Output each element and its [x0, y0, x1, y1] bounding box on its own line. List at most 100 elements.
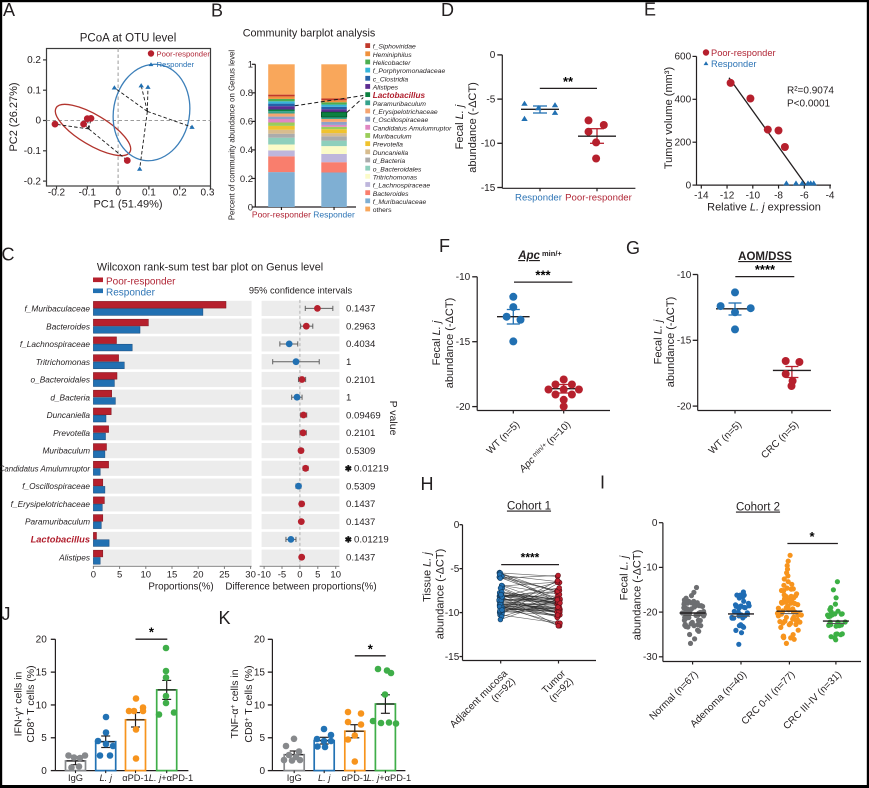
svg-text:P<0.0001: P<0.0001 — [787, 99, 831, 110]
svg-text:Fecal L. j: Fecal L. j — [431, 320, 443, 365]
svg-text:Responder: Responder — [106, 288, 156, 299]
svg-text:0: 0 — [248, 202, 253, 213]
svg-text:f_Porphyromonadaceae: f_Porphyromonadaceae — [373, 68, 446, 75]
svg-text:5: 5 — [41, 733, 47, 744]
svg-text:Poor-responder: Poor-responder — [252, 210, 311, 220]
svg-text:d_Bacteria: d_Bacteria — [373, 158, 406, 165]
svg-text:Responder: Responder — [313, 210, 355, 220]
svg-text:5: 5 — [117, 570, 122, 581]
svg-text:f_Oscillospiraceae: f_Oscillospiraceae — [373, 117, 429, 124]
svg-text:-12: -12 — [720, 190, 735, 201]
svg-text:Poor-responder: Poor-responder — [711, 48, 776, 58]
svg-text:0.2: 0.2 — [27, 55, 41, 66]
svg-text:-15: -15 — [677, 336, 692, 347]
svg-text:Responder: Responder — [515, 193, 563, 204]
svg-text:20: 20 — [36, 635, 48, 646]
svg-text:-20: -20 — [456, 402, 471, 413]
svg-text:Alistipes: Alistipes — [372, 85, 399, 92]
svg-text:0.5309: 0.5309 — [346, 446, 375, 457]
svg-text:15: 15 — [254, 667, 266, 678]
svg-text:L. j: L. j — [318, 773, 331, 783]
svg-text:0.01219: 0.01219 — [354, 535, 389, 546]
svg-text:L. j+αPD-1: L. j+αPD-1 — [149, 773, 193, 783]
svg-text:0: 0 — [454, 520, 460, 531]
svg-text:f_Oscillospiraceae: f_Oscillospiraceae — [22, 481, 90, 491]
svg-text:abundance (-ΔCT): abundance (-ΔCT) — [665, 297, 677, 388]
svg-text:Community barplot analysis: Community barplot analysis — [243, 28, 376, 40]
svg-text:Lactobacillus: Lactobacillus — [31, 535, 90, 545]
svg-text:0.1: 0.1 — [142, 188, 156, 199]
svg-text:5: 5 — [259, 733, 265, 744]
svg-text:o_Bacteroidales: o_Bacteroidales — [30, 375, 90, 385]
svg-text:G: G — [626, 238, 640, 258]
svg-text:o_Bacteroidales: o_Bacteroidales — [373, 166, 422, 173]
svg-text:*: * — [368, 641, 374, 656]
svg-text:Wilcoxon rank-sum test bar plo: Wilcoxon rank-sum test bar plot on Genus… — [97, 262, 323, 274]
svg-text:0.2963: 0.2963 — [346, 321, 375, 332]
svg-text:-10: -10 — [746, 190, 761, 201]
svg-text:Alistipes: Alistipes — [58, 552, 90, 562]
svg-text:-0.1: -0.1 — [79, 188, 97, 199]
svg-text:Tritrichomonas: Tritrichomonas — [373, 174, 418, 181]
svg-text:200: 200 — [675, 138, 692, 149]
svg-text:Paramuribaculum: Paramuribaculum — [25, 517, 90, 527]
svg-text:0: 0 — [297, 570, 302, 581]
svg-text:-10: -10 — [257, 570, 271, 581]
svg-text:10: 10 — [254, 700, 266, 711]
svg-text:0: 0 — [115, 188, 121, 199]
svg-text:D: D — [441, 0, 454, 20]
svg-text:Paramuribaculum: Paramuribaculum — [373, 101, 427, 108]
svg-text:Proportions(%): Proportions(%) — [148, 582, 213, 593]
svg-text:abundance (-ΔCT): abundance (-ΔCT) — [435, 549, 447, 640]
svg-text:E: E — [644, 0, 656, 20]
svg-text:J: J — [2, 604, 11, 624]
svg-text:Fecal L. j: Fecal L. j — [653, 319, 665, 364]
svg-text:-30: -30 — [643, 652, 658, 663]
svg-text:1: 1 — [248, 60, 253, 71]
svg-text:others: others — [373, 207, 392, 214]
svg-text:K: K — [219, 608, 231, 628]
svg-text:**: ** — [563, 74, 574, 89]
svg-text:600: 600 — [675, 52, 692, 63]
svg-text:αPD-1: αPD-1 — [342, 773, 369, 783]
svg-text:Bacteroides: Bacteroides — [46, 321, 90, 331]
svg-text:0.2: 0.2 — [240, 174, 253, 185]
svg-text:PC2 (26.27%): PC2 (26.27%) — [8, 82, 20, 151]
svg-text:15: 15 — [36, 667, 48, 678]
svg-text:-4: -4 — [826, 190, 835, 201]
svg-text:Percent of community abundance: Percent of community abundance on Genus … — [228, 50, 237, 221]
svg-text:Lactobacillus: Lactobacillus — [373, 91, 426, 100]
svg-text:-10: -10 — [456, 272, 471, 283]
svg-text:0.5309: 0.5309 — [346, 481, 375, 492]
svg-text:***: *** — [535, 268, 551, 283]
svg-text:0.2101: 0.2101 — [346, 375, 375, 386]
svg-text:-10: -10 — [481, 139, 496, 150]
svg-text:Heminiphilus: Heminiphilus — [373, 52, 413, 59]
svg-text:Fecal L. j: Fecal L. j — [619, 555, 631, 600]
svg-text:20: 20 — [193, 570, 204, 581]
svg-text:Prevotella: Prevotella — [53, 428, 90, 438]
svg-text:10: 10 — [141, 570, 152, 581]
svg-text:0.2101: 0.2101 — [346, 428, 375, 439]
svg-text:abundance (-ΔCT): abundance (-ΔCT) — [444, 298, 456, 389]
svg-text:10: 10 — [36, 700, 48, 711]
svg-text:0.1437: 0.1437 — [346, 304, 375, 315]
svg-text:Muribaculum: Muribaculum — [43, 446, 91, 456]
svg-text:abundance (-ΔCT): abundance (-ΔCT) — [632, 550, 644, 641]
svg-text:0: 0 — [91, 570, 96, 581]
svg-text:TNF-α+ cells in: TNF-α+ cells in — [229, 669, 241, 738]
svg-text:AOM/DSS: AOM/DSS — [738, 251, 792, 263]
svg-text:f_Lachnospiraceae: f_Lachnospiraceae — [373, 183, 431, 190]
svg-text:0.1437: 0.1437 — [346, 499, 375, 510]
svg-text:f_Siphoviridae: f_Siphoviridae — [373, 44, 416, 51]
svg-text:Tumor volume (mm³): Tumor volume (mm³) — [663, 67, 675, 169]
svg-text:-5: -5 — [278, 570, 286, 581]
svg-text:-5: -5 — [486, 94, 495, 105]
svg-text:Cohort 1: Cohort 1 — [507, 501, 551, 513]
svg-text:-14: -14 — [694, 190, 709, 201]
svg-text:-20: -20 — [643, 607, 658, 618]
svg-text:H: H — [421, 474, 434, 494]
svg-text:Candidatus Amulumruptor: Candidatus Amulumruptor — [373, 125, 452, 132]
svg-text:Poor-responder: Poor-responder — [565, 193, 632, 204]
svg-text:Cohort 2: Cohort 2 — [736, 502, 780, 514]
